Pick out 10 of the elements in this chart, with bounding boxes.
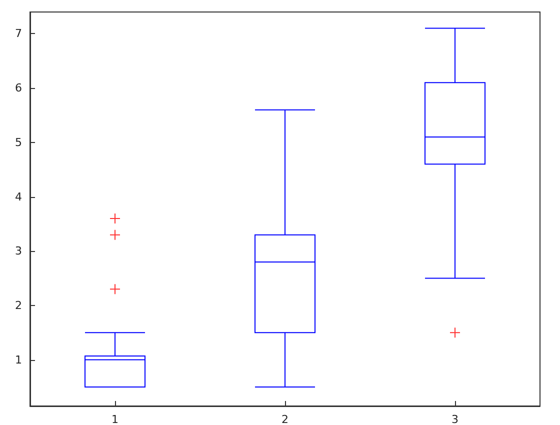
y-tick-label: 2 <box>15 298 22 312</box>
y-tick-label: 6 <box>15 82 22 95</box>
y-tick-label: 5 <box>15 136 22 149</box>
y-tick-label: 4 <box>15 190 22 204</box>
y-tick-label: 7 <box>15 27 22 40</box>
y-tick-label: 1 <box>15 353 22 366</box>
x-tick-label: 2 <box>282 413 288 425</box>
x-tick-label: 1 <box>112 413 118 425</box>
x-tick-label: 3 <box>452 413 458 425</box>
y-tick-label: 3 <box>15 244 22 258</box>
